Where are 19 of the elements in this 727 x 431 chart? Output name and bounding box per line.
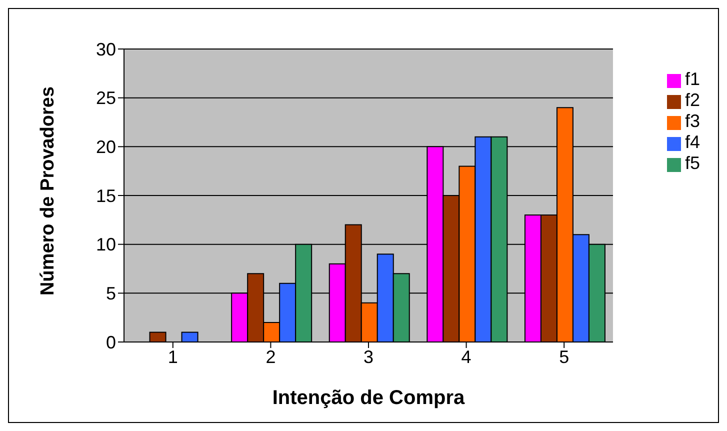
x-tick-label: 1 <box>168 346 178 367</box>
legend-label: f3 <box>684 111 700 131</box>
y-tick-label: 15 <box>96 186 116 206</box>
y-tick-label: 20 <box>96 137 116 158</box>
x-tick-label: 2 <box>266 346 276 367</box>
legend-label: f1 <box>684 69 700 89</box>
y-tick-label: 25 <box>96 88 116 108</box>
legend-label: f5 <box>684 153 700 173</box>
legend-label: f2 <box>684 90 700 110</box>
x-tick-label: 5 <box>559 346 570 367</box>
y-axis-title: Número de Provadores <box>38 86 59 296</box>
y-tick-label: 10 <box>96 234 116 255</box>
x-tick-label: 3 <box>363 346 374 367</box>
legend-label: f4 <box>684 132 700 152</box>
y-tick-label: 30 <box>96 39 116 60</box>
y-tick-label: 0 <box>106 332 116 352</box>
x-axis-title: Intenção de Compra <box>272 387 466 409</box>
x-tick-label: 4 <box>461 346 472 367</box>
y-tick-label: 5 <box>106 284 116 304</box>
